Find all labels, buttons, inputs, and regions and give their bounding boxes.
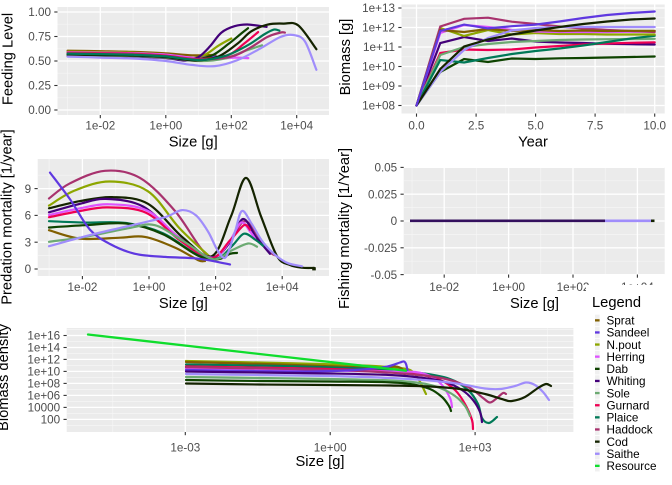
svg-text:Gurnard: Gurnard — [607, 399, 650, 412]
svg-text:Predation mortality [1/year]: Predation mortality [1/year] — [0, 129, 16, 305]
svg-text:Year: Year — [518, 134, 548, 150]
svg-text:9: 9 — [25, 183, 32, 196]
svg-text:10.0: 10.0 — [643, 120, 666, 133]
svg-text:3: 3 — [25, 236, 32, 249]
svg-text:Fishing mortality [1/Year]: Fishing mortality [1/Year] — [337, 148, 353, 309]
svg-text:1e-02: 1e-02 — [67, 281, 97, 294]
svg-text:5.0: 5.0 — [527, 120, 544, 133]
svg-text:-0.025: -0.025 — [364, 242, 398, 255]
svg-text:0: 0 — [25, 263, 32, 276]
svg-text:1e+10: 1e+10 — [27, 366, 60, 379]
svg-text:1e-02: 1e-02 — [85, 120, 115, 133]
svg-text:0: 0 — [391, 215, 398, 228]
svg-text:0.00: 0.00 — [28, 104, 51, 117]
svg-text:-0.05: -0.05 — [371, 269, 398, 282]
svg-text:1e+03: 1e+03 — [459, 442, 492, 455]
svg-text:100: 100 — [41, 414, 61, 427]
svg-text:1e+13: 1e+13 — [362, 2, 395, 15]
svg-text:Dab: Dab — [607, 363, 629, 376]
svg-text:0.025: 0.025 — [368, 188, 398, 201]
svg-text:Feeding Level: Feeding Level — [1, 13, 17, 105]
svg-text:Size [g]: Size [g] — [159, 296, 208, 312]
svg-text:10000: 10000 — [28, 402, 61, 415]
svg-text:1e+09: 1e+09 — [362, 80, 395, 93]
svg-text:1e+16: 1e+16 — [27, 330, 60, 343]
svg-text:1e+11: 1e+11 — [363, 41, 395, 54]
svg-text:Size [g]: Size [g] — [296, 454, 345, 470]
svg-text:Biomass density: Biomass density — [0, 323, 12, 431]
svg-text:1e+04: 1e+04 — [266, 281, 299, 294]
svg-text:7.5: 7.5 — [587, 120, 604, 133]
svg-text:1e+14: 1e+14 — [27, 342, 60, 355]
svg-text:1e+00: 1e+00 — [133, 281, 166, 294]
svg-text:1e+00: 1e+00 — [314, 442, 347, 455]
svg-text:6: 6 — [25, 210, 32, 223]
svg-text:1e+04: 1e+04 — [280, 120, 313, 133]
svg-text:Biomass [g]: Biomass [g] — [338, 19, 354, 96]
svg-text:Haddock: Haddock — [607, 424, 653, 437]
svg-text:1e+02: 1e+02 — [215, 120, 248, 133]
svg-text:0.05: 0.05 — [374, 162, 397, 175]
svg-text:1.00: 1.00 — [28, 6, 51, 19]
svg-text:1e+12: 1e+12 — [27, 354, 60, 367]
svg-text:0.75: 0.75 — [28, 31, 51, 44]
svg-text:0.25: 0.25 — [28, 80, 51, 93]
svg-text:1e+08: 1e+08 — [27, 378, 60, 391]
svg-text:2.5: 2.5 — [468, 120, 485, 133]
svg-text:1e+00: 1e+00 — [149, 120, 182, 133]
svg-text:Resource: Resource — [607, 460, 657, 473]
svg-text:Size [g]: Size [g] — [169, 134, 218, 150]
svg-text:1e-03: 1e-03 — [170, 442, 200, 455]
svg-text:1e+10: 1e+10 — [362, 61, 395, 74]
svg-text:Size [g]: Size [g] — [510, 296, 559, 312]
svg-text:Herring: Herring — [607, 351, 645, 364]
svg-text:Cod: Cod — [607, 436, 628, 449]
svg-text:Sole: Sole — [607, 387, 630, 400]
svg-text:Legend: Legend — [592, 295, 641, 311]
svg-text:1e+00: 1e+00 — [492, 281, 525, 294]
svg-text:1e+02: 1e+02 — [557, 281, 590, 294]
svg-text:1e+02: 1e+02 — [199, 281, 232, 294]
svg-text:0.50: 0.50 — [28, 55, 51, 68]
svg-text:1e+06: 1e+06 — [27, 390, 60, 403]
svg-text:1e+08: 1e+08 — [362, 100, 395, 113]
svg-text:Plaice: Plaice — [607, 412, 639, 425]
svg-text:Sandeel: Sandeel — [607, 327, 650, 340]
svg-text:Saithe: Saithe — [607, 448, 640, 461]
svg-text:1e+12: 1e+12 — [362, 22, 395, 35]
svg-text:0.0: 0.0 — [408, 120, 425, 133]
svg-text:1e-02: 1e-02 — [429, 281, 459, 294]
svg-text:Whiting: Whiting — [607, 375, 646, 388]
svg-text:Sprat: Sprat — [607, 315, 636, 328]
svg-text:N.pout: N.pout — [607, 339, 642, 352]
